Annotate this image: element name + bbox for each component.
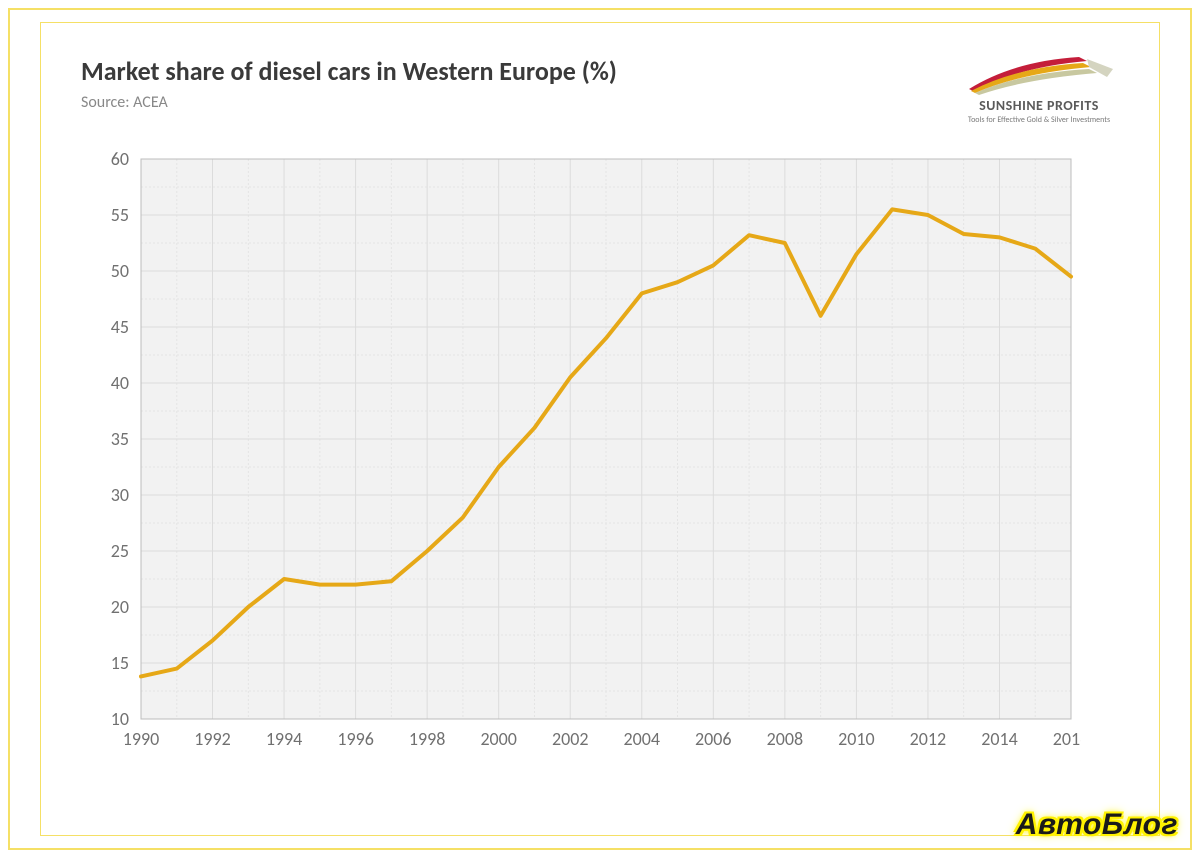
x-tick-label: 1998	[409, 728, 446, 750]
logo-brand-text: SUNSHINE PROFITS	[959, 97, 1119, 114]
x-tick-label: 2014	[981, 728, 1018, 750]
y-tick-label: 30	[111, 484, 129, 506]
x-tick-label: 1992	[194, 728, 231, 750]
x-tick-label: 2010	[838, 728, 875, 750]
y-tick-label: 55	[111, 204, 129, 226]
x-tick-label: 1990	[123, 728, 160, 750]
y-tick-label: 25	[111, 540, 129, 562]
y-tick-label: 60	[111, 149, 129, 170]
x-tick-label: 2000	[480, 728, 517, 750]
chart-container: 1990 1992 1994 1996 1998 2000 2002 2004 2006 2008…	[81, 149, 1119, 764]
y-tick-label: 45	[111, 316, 129, 338]
x-tick-label: 1994	[266, 728, 303, 750]
y-tick-label: 35	[111, 428, 129, 450]
chart-source: Source: ACEA	[81, 93, 617, 112]
title-block: Market share of diesel cars in Western E…	[81, 55, 617, 112]
outer-frame: Market share of diesel cars in Western E…	[8, 8, 1192, 850]
brand-logo: SUNSHINE PROFITS Tools for Effective Gol…	[959, 49, 1119, 125]
header: Market share of diesel cars in Western E…	[81, 55, 1119, 125]
x-tick-label: 2006	[695, 728, 732, 750]
watermark: АвтоБлог	[1016, 808, 1178, 842]
y-tick-label: 50	[111, 260, 129, 282]
x-tick-label: 2008	[767, 728, 804, 750]
y-tick-label: 15	[111, 652, 129, 674]
x-tick-label: 2004	[624, 728, 661, 750]
x-tick-label: 1996	[337, 728, 374, 750]
x-tick-label: 2016	[1053, 728, 1081, 750]
y-tick-label: 10	[111, 708, 129, 730]
x-tick-label: 2012	[910, 728, 947, 750]
chart-title: Market share of diesel cars in Western E…	[81, 55, 617, 87]
swoosh-4	[1087, 59, 1113, 77]
x-tick-label: 2002	[552, 728, 589, 750]
y-tick-label: 20	[111, 596, 129, 618]
logo-tagline-text: Tools for Effective Gold & Silver Invest…	[959, 115, 1119, 125]
logo-swoosh-icon	[959, 49, 1119, 95]
y-tick-label: 40	[111, 372, 129, 394]
line-chart: 1990 1992 1994 1996 1998 2000 2002 2004 2006 2008…	[81, 149, 1081, 759]
inner-frame: Market share of diesel cars in Western E…	[40, 22, 1160, 836]
